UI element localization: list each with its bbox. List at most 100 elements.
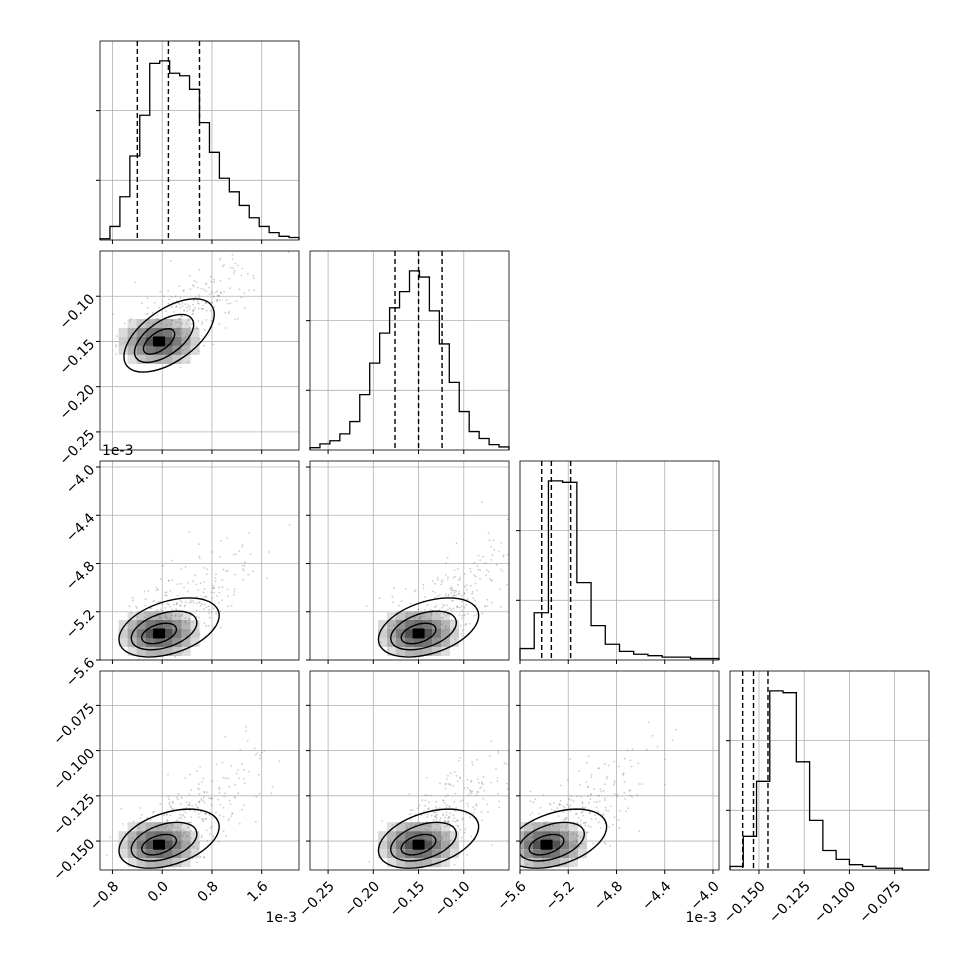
density-cell bbox=[136, 354, 146, 364]
scatter-point bbox=[184, 622, 187, 625]
scatter-point bbox=[177, 329, 180, 331]
scatter-point bbox=[207, 624, 210, 627]
scatter-point bbox=[149, 633, 152, 635]
scatter-point bbox=[214, 577, 217, 579]
scatter-point bbox=[597, 810, 599, 813]
scatter-point bbox=[427, 825, 430, 828]
scatter-point bbox=[150, 337, 153, 340]
scatter-point bbox=[165, 341, 168, 344]
scatter-point bbox=[234, 796, 237, 799]
scatter-point bbox=[445, 806, 448, 809]
scatter-point bbox=[162, 826, 164, 828]
scatter-point bbox=[167, 579, 170, 582]
scatter-point bbox=[557, 815, 560, 817]
scatter-point bbox=[218, 586, 220, 589]
density-cell bbox=[181, 619, 191, 629]
scatter-point bbox=[153, 301, 156, 304]
density-cell bbox=[578, 831, 588, 841]
scatter-point bbox=[623, 792, 626, 794]
scatter-point bbox=[139, 807, 142, 809]
scatter-point bbox=[144, 598, 147, 601]
scatter-point bbox=[451, 594, 454, 597]
scatter-point bbox=[565, 824, 568, 827]
scatter-point bbox=[594, 814, 597, 816]
density-cell bbox=[190, 619, 200, 629]
scatter-point bbox=[178, 343, 181, 346]
scatter-point bbox=[203, 790, 206, 793]
scatter-point bbox=[163, 295, 165, 298]
scatter-point bbox=[435, 828, 438, 831]
scatter-point bbox=[577, 817, 580, 819]
scatter-point bbox=[579, 836, 582, 839]
scatter-point bbox=[484, 562, 487, 564]
scatter-point bbox=[153, 810, 155, 813]
scatter-point bbox=[171, 296, 173, 299]
scatter-point bbox=[412, 640, 415, 642]
density-cell bbox=[181, 831, 191, 841]
density-cell bbox=[163, 619, 173, 629]
scatter-point bbox=[426, 794, 429, 797]
scatter-point bbox=[442, 799, 445, 802]
scatter-point bbox=[638, 830, 641, 832]
scatter-point bbox=[631, 795, 633, 798]
scatter-point bbox=[426, 776, 428, 779]
scatter-point bbox=[470, 792, 473, 795]
scatter-point bbox=[429, 608, 432, 611]
scatter-point bbox=[224, 311, 227, 314]
scatter-point bbox=[444, 820, 447, 823]
scatter-point bbox=[190, 829, 193, 832]
density-cell bbox=[441, 619, 451, 629]
scatter-point bbox=[194, 574, 197, 577]
scatter-point bbox=[182, 289, 185, 292]
scatter-point bbox=[188, 802, 191, 804]
scatter-point bbox=[187, 842, 190, 844]
scatter-point bbox=[614, 793, 616, 795]
scatter-point bbox=[440, 839, 443, 842]
scatter-point bbox=[560, 784, 562, 787]
scatter-point bbox=[233, 588, 236, 591]
scatter-point bbox=[212, 835, 215, 838]
contour-level bbox=[520, 808, 608, 869]
density-cell bbox=[136, 822, 146, 832]
scatter-point bbox=[629, 759, 631, 762]
scatter-point bbox=[435, 605, 438, 607]
scatter-point bbox=[232, 267, 234, 270]
x-tick-label: −4.0 bbox=[687, 878, 722, 913]
scatter-point bbox=[168, 298, 171, 301]
scatter-point bbox=[583, 828, 586, 831]
scatter-point bbox=[186, 306, 189, 309]
scatter-point bbox=[196, 327, 199, 330]
density-cell bbox=[387, 858, 397, 868]
scatter-point bbox=[174, 614, 177, 617]
scatter-point bbox=[441, 579, 444, 582]
scatter-point bbox=[245, 726, 248, 728]
scatter-point bbox=[221, 579, 224, 581]
scatter-point bbox=[124, 832, 127, 835]
scatter-point bbox=[219, 610, 222, 613]
scatter-point bbox=[439, 834, 442, 837]
scatter-point bbox=[444, 609, 447, 612]
scatter-point bbox=[189, 599, 192, 602]
scatter-point bbox=[144, 616, 146, 619]
scatter-point bbox=[619, 809, 621, 812]
scatter-point bbox=[449, 784, 452, 786]
scatter-point bbox=[180, 315, 183, 317]
scatter-point bbox=[176, 595, 179, 597]
scatter-point bbox=[502, 554, 505, 557]
scatter-point bbox=[216, 294, 219, 297]
scatter-point bbox=[458, 590, 461, 593]
scatter-point bbox=[478, 781, 480, 784]
density-cell bbox=[423, 840, 433, 850]
scatter-point bbox=[213, 281, 216, 284]
scatter-point bbox=[184, 348, 187, 351]
contour-level bbox=[142, 328, 176, 355]
density-cell bbox=[423, 849, 433, 859]
scatter-point bbox=[406, 616, 408, 618]
scatter-point bbox=[413, 616, 416, 619]
y-tick-label: −0.100 bbox=[50, 746, 98, 794]
scatter-point bbox=[181, 613, 184, 616]
scatter-point bbox=[443, 826, 446, 828]
scatter-point bbox=[484, 605, 487, 608]
scatter-point bbox=[418, 822, 421, 825]
scatter-point bbox=[157, 827, 160, 829]
